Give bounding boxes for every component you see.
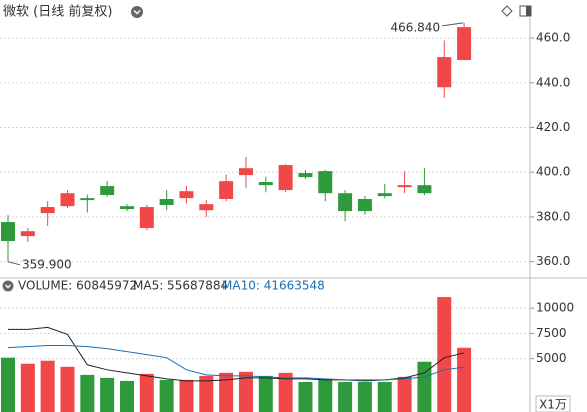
candle-body — [258, 182, 273, 186]
volume-bar — [318, 378, 333, 412]
volume-bar — [80, 374, 95, 412]
volume-bar — [238, 371, 253, 412]
volume-bar — [219, 372, 234, 412]
y-tick-label: 360.0 — [536, 254, 570, 268]
legend-entry: VOLUME: 60845972 — [18, 279, 137, 293]
volume-menu-icon[interactable] — [2, 280, 14, 292]
y-tick-label: 420.0 — [536, 120, 570, 134]
volume-bar — [298, 381, 313, 412]
volume-bar — [377, 381, 392, 412]
volume-bar — [199, 375, 214, 412]
annotation-label: 466.840 — [390, 20, 440, 34]
y-tick-label: 460.0 — [536, 31, 570, 45]
candle-body — [119, 206, 134, 210]
volume-bar — [417, 361, 432, 412]
volume-bar — [357, 381, 372, 412]
volume-bar — [258, 375, 273, 412]
y-tick-label: 400.0 — [536, 165, 570, 179]
y-tick-label: 5000 — [536, 351, 567, 365]
candle-body — [1, 222, 15, 242]
candle-body — [437, 57, 452, 88]
volume-bar — [139, 373, 154, 412]
y-tick-label: 10000 — [536, 301, 574, 315]
y-tick-label: 7500 — [536, 326, 567, 340]
volume-bar — [437, 297, 452, 412]
panel-icon[interactable] — [519, 5, 532, 17]
candle-body — [219, 181, 234, 200]
candle-body — [318, 171, 333, 194]
volume-bar — [397, 376, 412, 412]
volume-bar — [457, 347, 472, 412]
candle-body — [417, 185, 432, 194]
candle-body — [278, 165, 293, 191]
annotation-label: 359.900 — [22, 257, 72, 271]
volume-bar — [20, 363, 35, 412]
volume-bar — [60, 366, 75, 412]
legend-entry: MA10: 41663548 — [222, 279, 325, 293]
volume-bar — [159, 379, 174, 412]
volume-bar — [40, 360, 55, 412]
volume-bar — [338, 381, 353, 412]
candle-body — [60, 193, 75, 207]
unit-box — [535, 395, 571, 412]
volume-bar — [100, 377, 115, 412]
volume-bar — [278, 372, 293, 412]
annotation-arrow — [442, 22, 464, 27]
candle-body — [377, 193, 392, 197]
candle-body — [159, 199, 174, 206]
candle-body — [139, 207, 154, 229]
legend-entry: MA5: 55687884 — [133, 279, 228, 293]
y-tick-label: 380.0 — [536, 209, 570, 223]
candle-body — [457, 27, 472, 61]
candle-body — [298, 173, 313, 178]
ma-line — [7, 345, 465, 381]
unit-label: X1万 — [539, 398, 567, 412]
candle-body — [397, 185, 412, 188]
candle-body — [80, 198, 95, 201]
annotation-arrow — [7, 261, 21, 266]
candle-body — [338, 193, 353, 212]
candle-body — [238, 168, 253, 176]
candle-body — [100, 186, 115, 195]
y-tick-label: 440.0 — [536, 75, 570, 89]
volume-bar — [179, 379, 194, 412]
diamond-icon[interactable] — [501, 5, 513, 17]
title-menu-icon[interactable] — [131, 6, 143, 18]
candle-body — [20, 231, 35, 237]
volume-bar — [1, 357, 15, 412]
chart-title: 微软 (日线 前复权) — [3, 4, 112, 20]
candle-body — [357, 199, 372, 212]
candle-body — [40, 207, 55, 214]
volume-bar — [119, 380, 134, 412]
candle-body — [179, 191, 194, 199]
candle-body — [199, 204, 214, 211]
